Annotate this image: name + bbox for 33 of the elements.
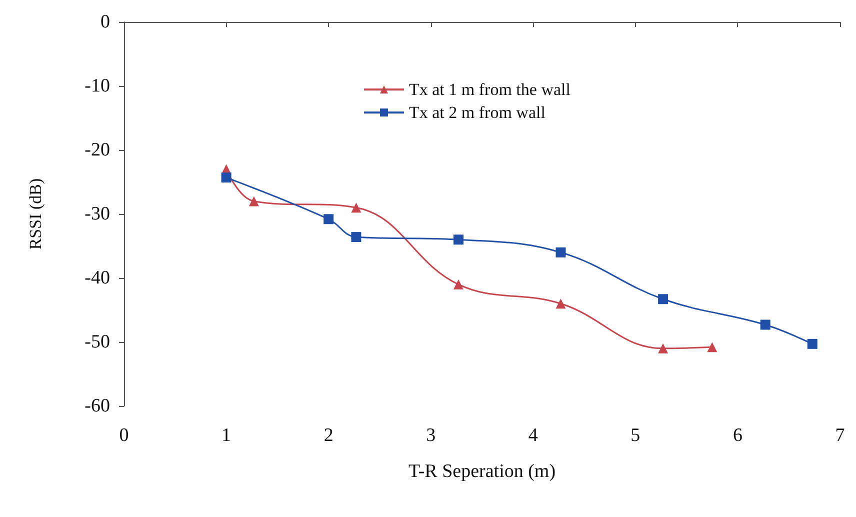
point [351, 202, 362, 213]
y-tick-label: 0 [100, 12, 110, 32]
x-tick-label: 6 [732, 425, 742, 446]
point [351, 232, 362, 242]
x-tick-label: 2 [324, 425, 334, 446]
legend-label: Tx at 1 m from the wall [409, 80, 571, 99]
point [453, 234, 464, 245]
x-tick-label: 1 [222, 425, 232, 446]
y-tick-label: -10 [84, 76, 110, 96]
point [658, 294, 668, 304]
y-tick-label: -60 [84, 396, 110, 416]
x-tick-label: 4 [528, 425, 538, 446]
point [221, 172, 232, 183]
point [807, 338, 818, 349]
point [324, 214, 334, 224]
x-tick-label: 5 [630, 425, 640, 446]
point [658, 343, 668, 354]
x-tick-label: 3 [426, 425, 436, 446]
point [248, 196, 259, 206]
x-tick-label: 0 [119, 425, 129, 446]
point [453, 279, 464, 290]
point [707, 342, 718, 352]
y-tick-label: -50 [84, 332, 110, 352]
x-tick-label: 7 [835, 425, 845, 446]
point [556, 247, 566, 258]
y-tick-label: -20 [84, 140, 110, 160]
point [760, 320, 770, 330]
y-axis-title: RSSI (dB) [26, 178, 45, 250]
y-tick-label: -30 [84, 204, 110, 224]
legend-label: Tx at 2 m from wall [409, 103, 546, 122]
y-tick-label: -40 [84, 268, 110, 288]
x-axis-title: T-R Seperation (m) [408, 461, 556, 482]
point [556, 298, 566, 309]
